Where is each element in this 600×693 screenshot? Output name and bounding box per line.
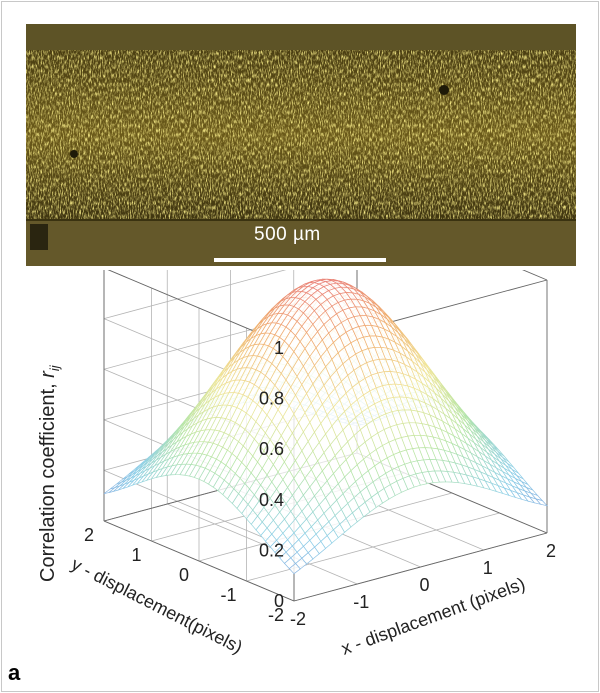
mesh-cell (534, 498, 549, 507)
z-tick-label: 1 (274, 338, 284, 358)
x-tick-label: 1 (483, 558, 493, 578)
y-tick-label: -1 (220, 585, 236, 605)
scale-bar-label: 500 µm (254, 224, 321, 245)
panel-label: a (8, 660, 21, 685)
surface-mesh (103, 278, 549, 575)
y-tick-label: -2 (268, 605, 284, 625)
correlation-surface-plot: 0 0.2 0.4 0.6 0.8 1 -2 -1 0 1 2 -2 -1 0 1 2 Correlation… (37, 270, 556, 659)
gridline (103, 270, 287, 319)
z-tick-label: 0 (274, 591, 284, 611)
axis-edge (103, 520, 295, 602)
x-tick-label: -1 (353, 592, 369, 612)
z-tick-label: 0.2 (259, 540, 284, 560)
scale-bar (214, 258, 386, 262)
x-tick-label: 0 (419, 575, 429, 595)
axis-edge (293, 532, 548, 602)
tick-labels: 0 0.2 0.4 0.6 0.8 1 -2 -1 0 1 2 -2 -1 0 1 2 (84, 338, 556, 629)
x-tick-label: -2 (290, 609, 306, 629)
axis-edge (522, 270, 548, 281)
x-axis-label: x - displacement (pixels) (339, 574, 528, 659)
z-tick-label: 0.4 (259, 490, 284, 510)
y-tick-label: 1 (131, 545, 141, 565)
x-tick-label: 2 (546, 541, 556, 561)
micrograph-image (26, 24, 576, 266)
y-tick-label: 0 (179, 565, 189, 585)
z-axis-label: Correlation coefficient, rij (37, 364, 62, 582)
z-tick-label: 0.8 (259, 389, 284, 409)
y-tick-label: 2 (84, 525, 94, 545)
z-tick-label: 0.6 (259, 439, 284, 459)
